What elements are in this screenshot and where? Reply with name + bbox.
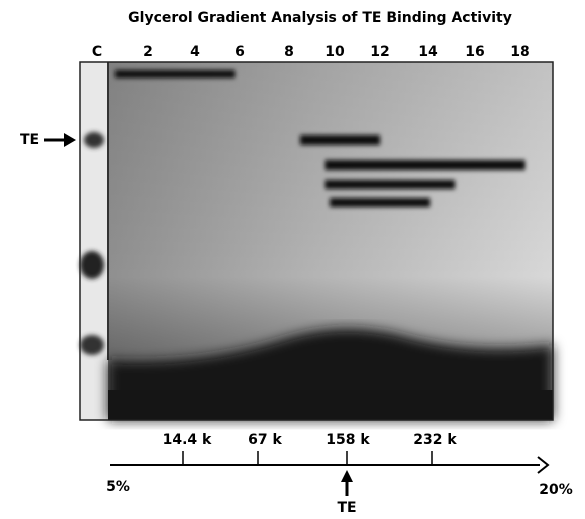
peak-label: TE xyxy=(337,500,356,516)
lane-label: 16 xyxy=(465,44,484,60)
gradient-axis: 5% 20% TE xyxy=(106,456,573,516)
lane-label: 4 xyxy=(190,44,200,60)
marker-label: 14.4 k xyxy=(163,432,212,448)
marker-label: 67 k xyxy=(248,432,282,448)
gradient-end: 20% xyxy=(539,482,573,498)
lane-label: 18 xyxy=(510,44,529,60)
side-label: TE xyxy=(20,132,39,148)
lane-labels: C 2 4 6 8 10 12 14 16 18 xyxy=(92,44,530,60)
figure-title: Glycerol Gradient Analysis of TE Binding… xyxy=(128,10,512,26)
lane-label: 8 xyxy=(284,44,294,60)
lane-label: 2 xyxy=(143,44,153,60)
gradient-start: 5% xyxy=(106,479,130,495)
lane-label: 12 xyxy=(370,44,389,60)
lane-label: 14 xyxy=(418,44,438,60)
lane-label: C xyxy=(92,44,102,60)
lane-label: 10 xyxy=(325,44,345,60)
side-marker: TE xyxy=(20,132,76,148)
lane-label: 6 xyxy=(235,44,245,60)
gel-image xyxy=(79,61,554,421)
marker-label: 158 k xyxy=(326,432,370,448)
marker-label: 232 k xyxy=(413,432,457,448)
size-markers: 14.4 k 67 k 158 k 232 k xyxy=(163,432,457,465)
